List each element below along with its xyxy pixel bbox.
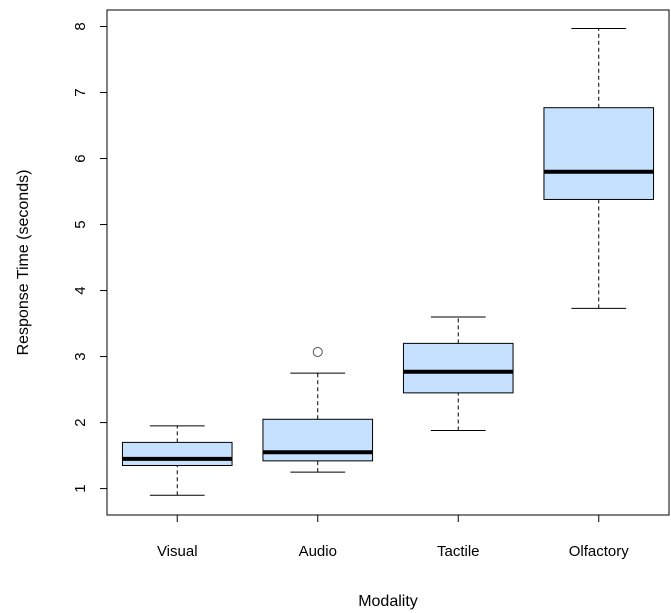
iqr-box (121, 441, 233, 466)
plot-frame (106, 9, 670, 516)
y-tick-label: 1 (72, 484, 89, 492)
boxes (121, 27, 655, 496)
y-axis: 1 2 3 4 5 6 7 8 (72, 22, 107, 493)
box-visual (121, 425, 233, 496)
y-tick-label: 5 (72, 220, 89, 228)
x-tick-label: Audio (299, 543, 337, 560)
y-tick-label: 4 (72, 286, 89, 294)
iqr-box (402, 342, 514, 394)
y-tick-label: 2 (72, 418, 89, 426)
iqr-box (262, 418, 374, 462)
box-audio (262, 346, 374, 473)
x-tick-label: Olfactory (569, 543, 630, 560)
outlier-point (312, 346, 323, 357)
box-tactile (402, 316, 514, 432)
x-tick-label: Visual (157, 543, 198, 560)
x-axis-title: Modality (358, 593, 418, 610)
x-axis: Visual Audio Tactile Olfactory (157, 515, 629, 560)
x-tick-label: Tactile (437, 543, 480, 560)
box-olfactory (543, 27, 655, 309)
y-tick-label: 7 (72, 88, 89, 96)
y-tick-label: 6 (72, 154, 89, 162)
iqr-box (543, 107, 655, 200)
y-tick-label: 3 (72, 352, 89, 360)
y-axis-title: Response Time (seconds) (15, 170, 32, 356)
y-tick-label: 8 (72, 22, 89, 30)
